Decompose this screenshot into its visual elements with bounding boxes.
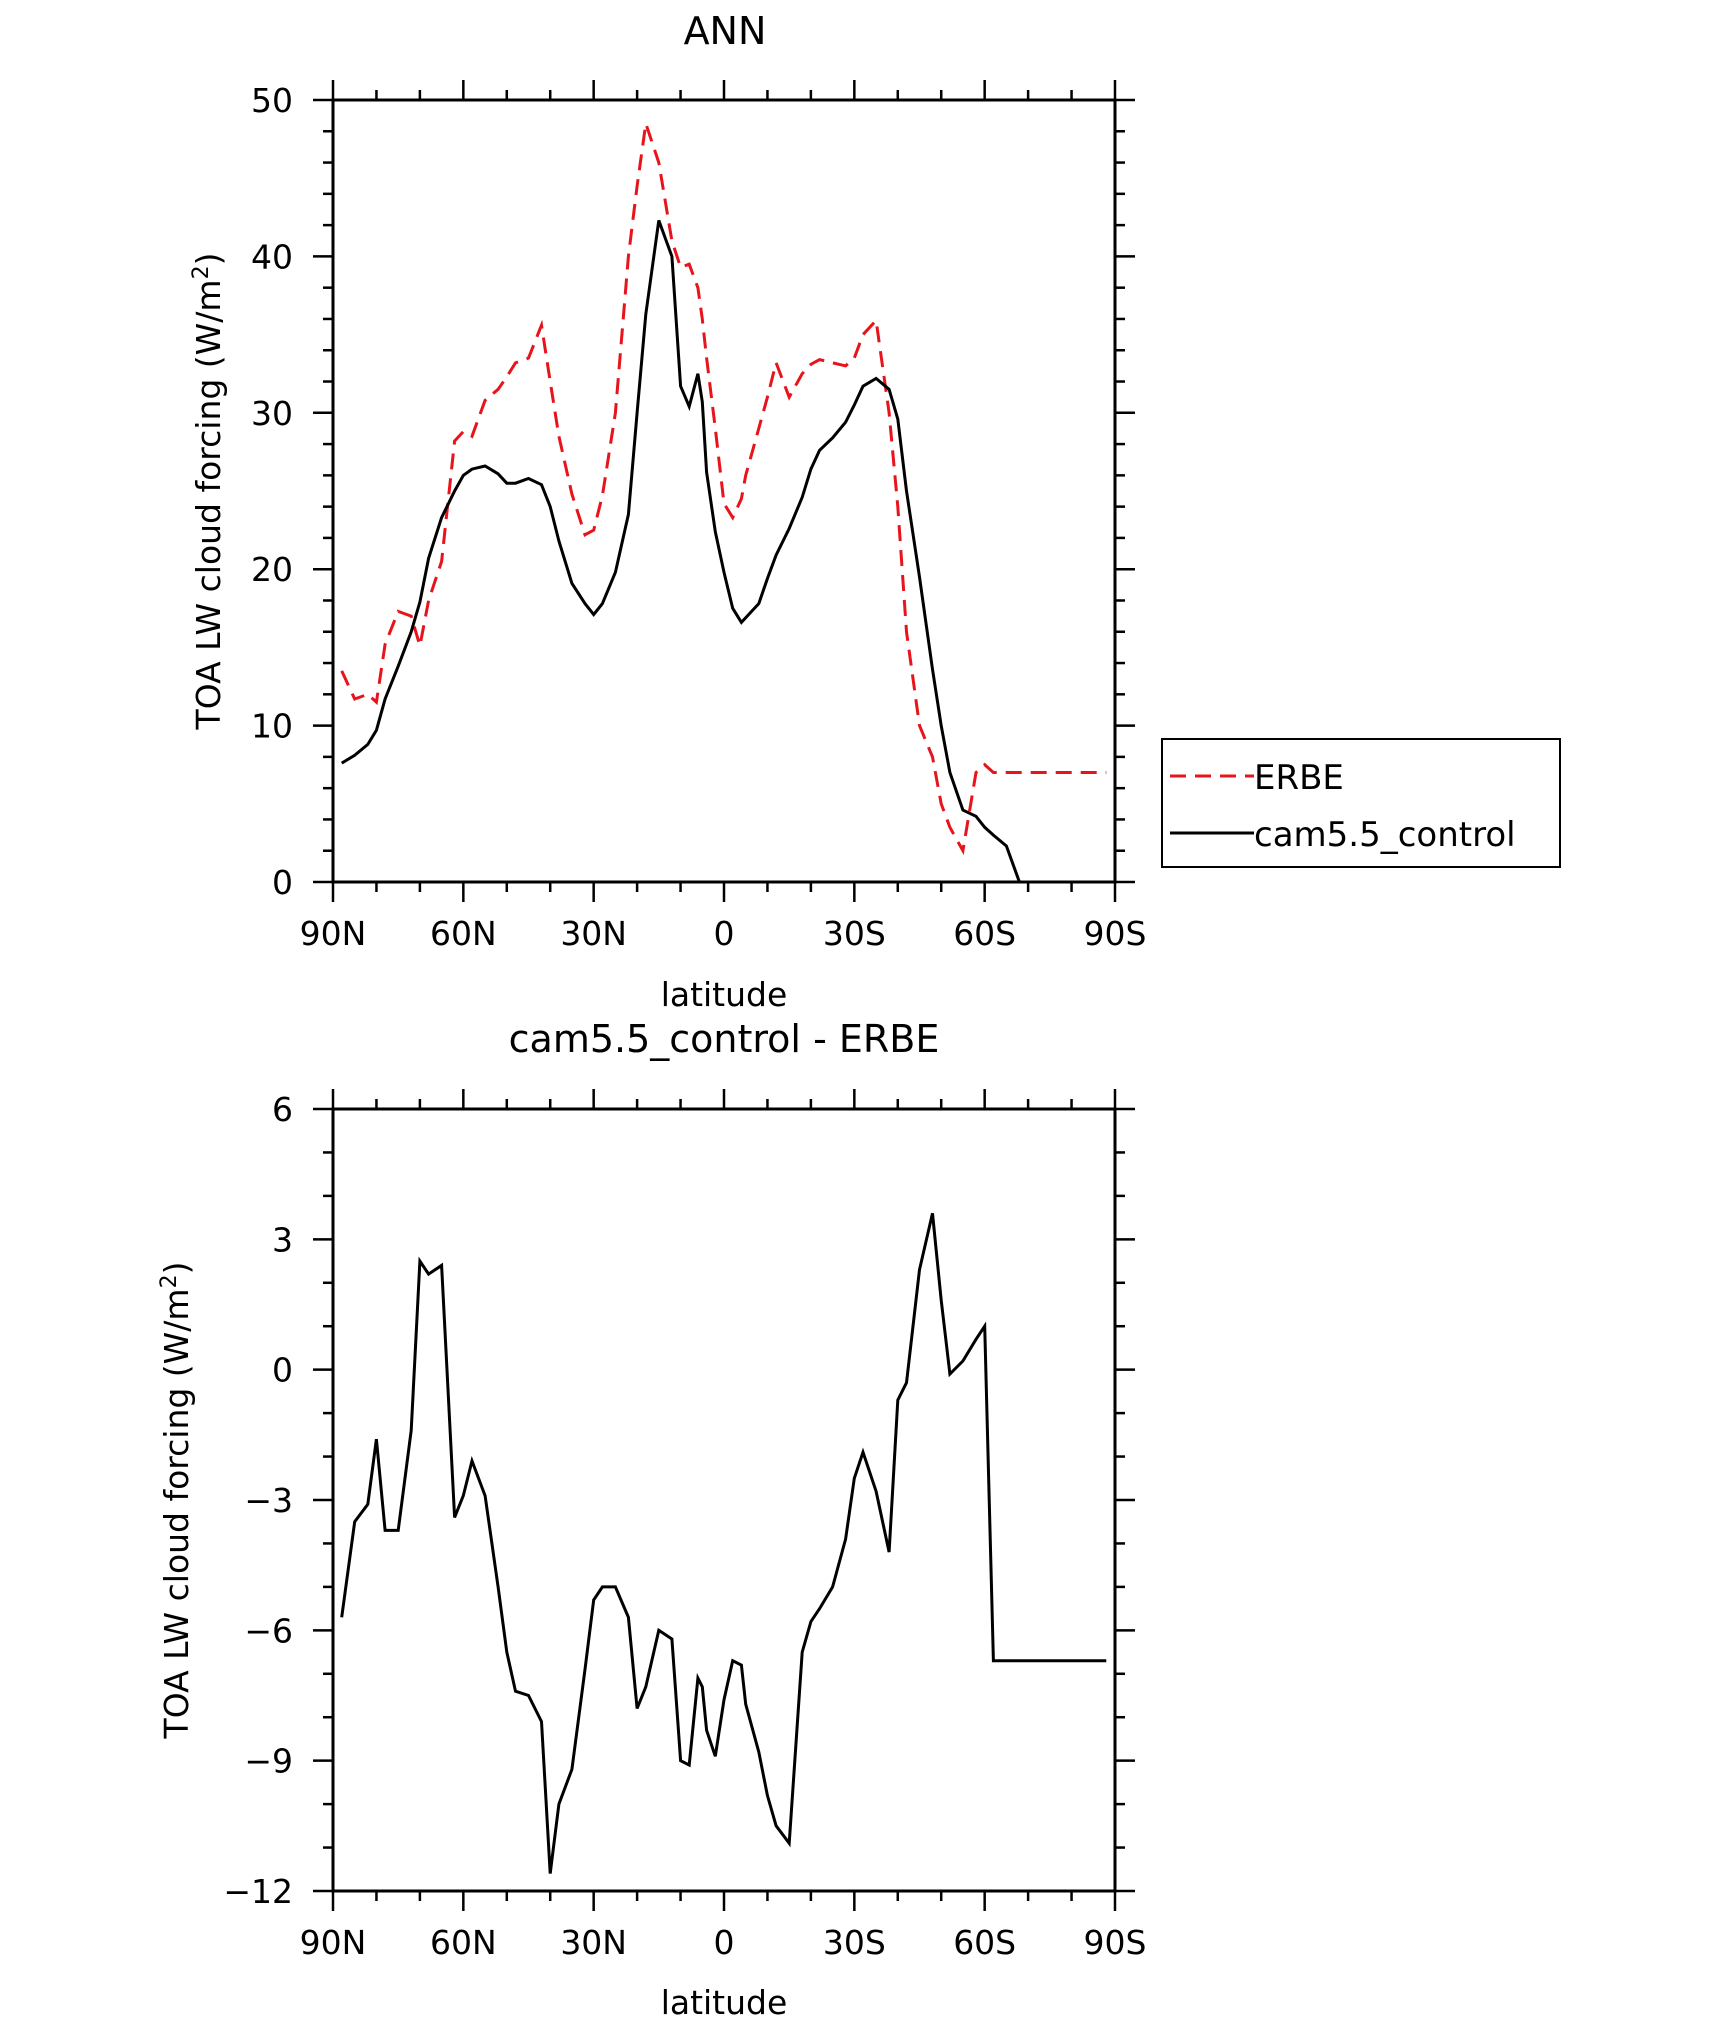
y-axis-label-text: TOA LW cloud forcing (W/m [189, 279, 228, 730]
y-axis-label-text: TOA LW cloud forcing (W/m [157, 1288, 196, 1739]
x-tick-label: 0 [714, 914, 735, 953]
x-tick-label: 60S [953, 914, 1016, 953]
y-tick-labels: −12 −9 −6 −3 0 3 6 [223, 1090, 293, 1911]
y-axis-label-superscript: 2 [189, 265, 214, 279]
y-tick-label: 40 [251, 237, 293, 276]
y-tick-label: 6 [272, 1090, 293, 1129]
y-axis-label-close: ) [189, 253, 228, 266]
chart-title: cam5.5_control - ERBE [509, 1017, 940, 1061]
y-tick-label: −9 [244, 1742, 293, 1781]
series-line-cam5-5-control-erbe [340, 1212, 1107, 1874]
x-tick-label: 0 [714, 1923, 735, 1962]
legend-label-erbe: ERBE [1254, 758, 1344, 798]
series-lines [340, 123, 1107, 884]
x-tick-label: 60N [430, 914, 497, 953]
y-tick-label: 50 [251, 81, 293, 120]
y-tick-label: 30 [251, 394, 293, 433]
y-tick-label: −12 [223, 1872, 293, 1911]
chart-title: ANN [684, 9, 767, 53]
y-axis-label: TOA LW cloud forcing (W/m2) [189, 253, 228, 731]
x-tick-label: 60N [430, 1923, 497, 1962]
y-tick-label: 0 [272, 1351, 293, 1390]
x-tick-labels: 90N 60N 30N 0 30S 60S 90S [300, 914, 1147, 953]
y-tick-label: −3 [244, 1481, 293, 1520]
x-tick-label: 30S [823, 914, 886, 953]
x-tick-label: 90S [1084, 1923, 1147, 1962]
y-tick-label: −6 [244, 1611, 293, 1650]
y-tick-label: 20 [251, 550, 293, 589]
legend: ERBE cam5.5_control [1161, 738, 1561, 868]
x-tick-label: 30S [823, 1923, 886, 1962]
difference-panel: cam5.5_control - ERBE −12 −9 −6 −3 0 3 6 90N 60… [157, 1017, 1146, 2021]
x-tick-label: 90N [300, 1923, 367, 1962]
x-tick-label: 90N [300, 914, 367, 953]
tick-marks [313, 80, 1135, 902]
x-tick-labels: 90N 60N 30N 0 30S 60S 90S [300, 1923, 1147, 1962]
annual-mean-panel: ANN 0 10 20 30 40 50 90N 60N 30N 0 30S 60S 90S lati… [189, 9, 1561, 1014]
y-tick-label: 10 [251, 707, 293, 746]
x-tick-label: 60S [953, 1923, 1016, 1962]
tick-marks [313, 1089, 1135, 1911]
x-tick-label: 30N [560, 1923, 627, 1962]
y-tick-labels: 0 10 20 30 40 50 [251, 81, 293, 902]
y-axis-label: TOA LW cloud forcing (W/m2) [157, 1262, 196, 1740]
legend-box [1161, 738, 1561, 868]
x-axis-label: latitude [661, 1983, 788, 2021]
x-tick-label: 90S [1084, 914, 1147, 953]
legend-label-cam: cam5.5_control [1254, 815, 1516, 855]
y-axis-label-superscript: 2 [157, 1274, 182, 1288]
y-axis-label-close: ) [157, 1262, 196, 1275]
plot-frame [331, 1107, 1117, 1893]
series-line-erbe [340, 123, 1107, 856]
x-tick-label: 30N [560, 914, 627, 953]
y-tick-label: 3 [272, 1220, 293, 1259]
x-axis-label: latitude [661, 975, 788, 1014]
series-line-cam5-5-control [340, 219, 1107, 884]
series-lines [340, 1212, 1107, 1874]
y-tick-label: 0 [272, 863, 293, 902]
